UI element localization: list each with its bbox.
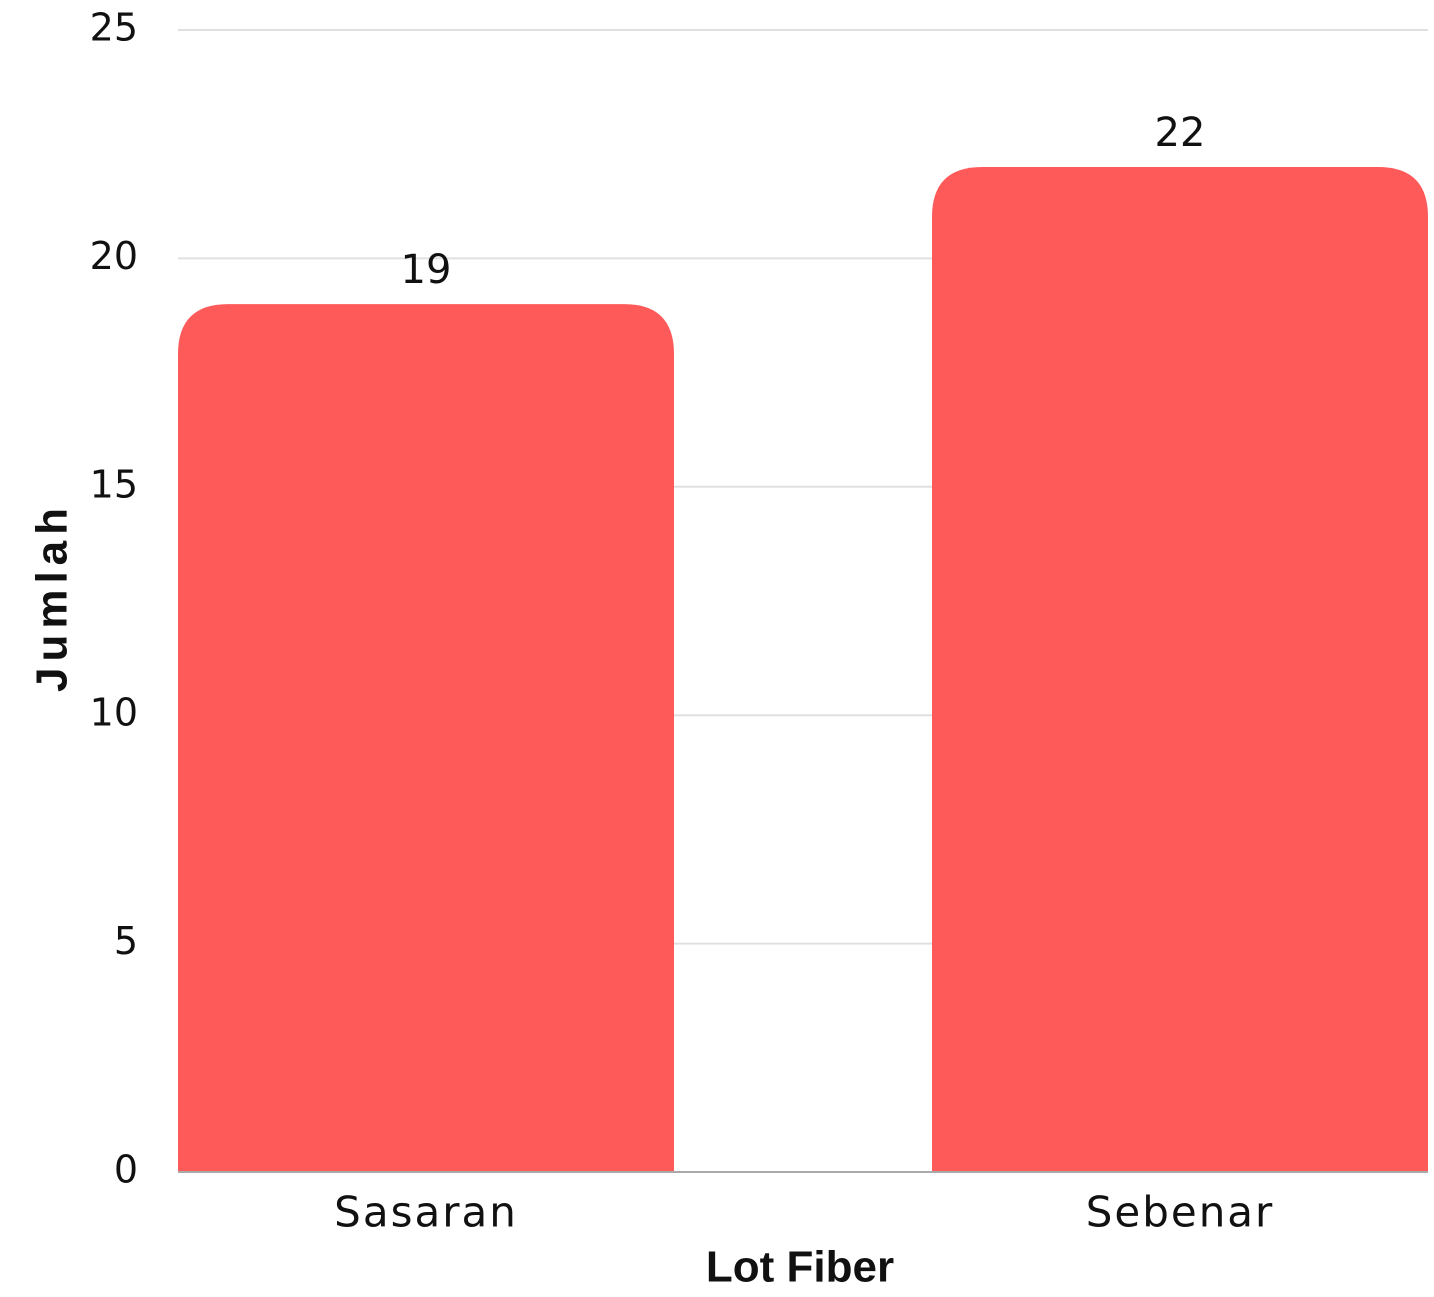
bar (932, 167, 1428, 1173)
x-axis-title: Lot Fiber (706, 1243, 894, 1292)
bar (178, 304, 674, 1173)
x-tick-label: Sebenar (1086, 1188, 1275, 1237)
y-tick-label: 20 (90, 234, 138, 278)
y-tick-label: 15 (90, 462, 138, 506)
y-tick-label: 10 (90, 691, 138, 735)
data-label: 19 (401, 247, 452, 293)
y-axis-title: Jumlah (28, 502, 77, 692)
data-label: 22 (1155, 110, 1206, 156)
y-tick-label: 5 (114, 919, 138, 963)
y-tick-label: 25 (90, 6, 138, 50)
x-tick-label: Sasaran (334, 1188, 518, 1237)
y-tick-label: 0 (114, 1148, 138, 1192)
